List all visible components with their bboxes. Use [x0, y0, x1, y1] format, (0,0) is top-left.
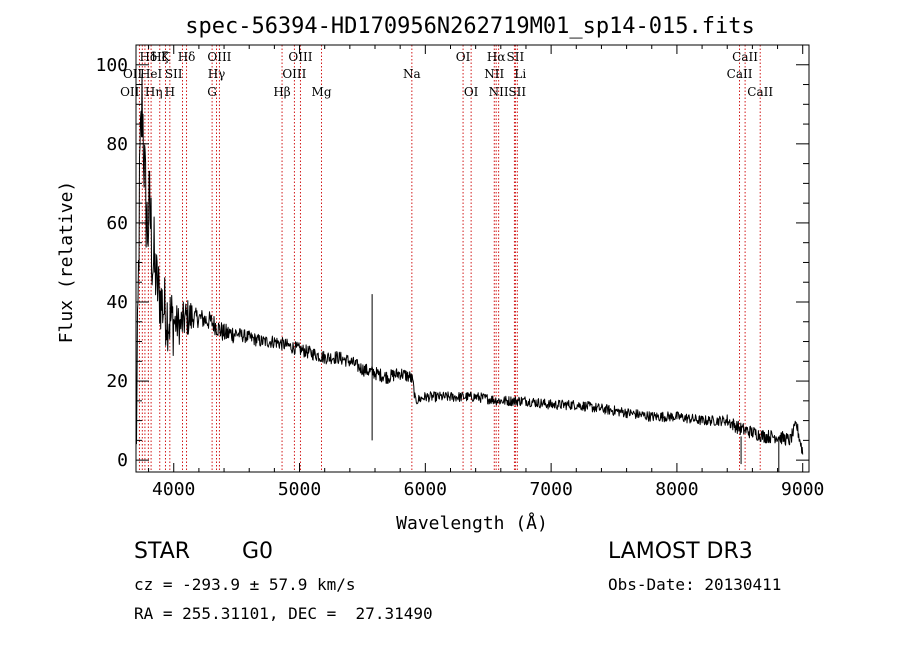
line-marker-label: OII — [123, 67, 143, 81]
y-tick-label: 20 — [106, 371, 128, 392]
spectrum-line — [135, 73, 804, 455]
line-marker-label: HeI — [140, 67, 163, 81]
plot-frame — [135, 44, 810, 473]
line-marker-label: CaII — [727, 67, 753, 81]
line-marker-label: SII — [165, 67, 183, 81]
line-marker-label: NII — [484, 67, 504, 81]
coordinates: RA = 255.31101, DEC = 27.31490 — [134, 604, 433, 623]
y-tick-label: 40 — [106, 292, 128, 313]
y-tick-label: 80 — [106, 134, 128, 155]
x-axis-ticks: 4000 5000 6000 7000 8000 9000 — [148, 45, 824, 500]
x-tick-label: 5000 — [278, 479, 321, 500]
line-marker-label: H — [165, 85, 175, 99]
x-tick-label: 7000 — [529, 479, 572, 500]
line-marker-label: SII — [508, 85, 526, 99]
line-marker-label: G — [207, 85, 217, 99]
y-tick-label: 100 — [95, 55, 128, 76]
line-marker-label: Hδ — [139, 50, 157, 64]
line-marker-label: Hη — [145, 85, 163, 99]
line-marker-label: Hζ — [151, 50, 168, 64]
spike-features — [371, 294, 780, 472]
line-marker-label: Hγ — [208, 67, 226, 81]
redshift-text: cz = -293.9 ± 57.9 km/s — [134, 575, 356, 594]
x-axis-label: Wavelength (Å) — [396, 512, 548, 534]
x-tick-label: 4000 — [152, 479, 195, 500]
line-marker-label: Hα — [487, 50, 506, 64]
line-marker-label: OI — [464, 85, 479, 99]
line-marker-label: Na — [403, 67, 421, 81]
y-tick-label: 60 — [106, 213, 128, 234]
x-tick-label: 6000 — [404, 479, 447, 500]
line-marker-label: NII — [489, 85, 509, 99]
line-marker-label: OIII — [288, 50, 312, 64]
line-marker-label: OIII — [282, 67, 306, 81]
object-class: STAR — [134, 539, 191, 564]
spectral-line-labels: OIIOIIHηHδHeIHζKHSIIHδGHγOIIIHβOIIIOIIIM… — [120, 50, 773, 99]
line-marker-label: SII — [507, 50, 525, 64]
line-marker-label: K — [161, 50, 171, 64]
line-marker-label: Hβ — [273, 85, 290, 99]
line-marker-label: Li — [514, 67, 526, 81]
line-marker-label: OIII — [207, 50, 231, 64]
chart-title: spec-56394-HD170956N262719M01_sp14-015.f… — [185, 14, 755, 39]
y-axis-label: Flux (relative) — [56, 181, 77, 344]
line-marker-label: Mg — [312, 85, 332, 99]
line-marker-label: CaII — [747, 85, 773, 99]
survey-name: LAMOST DR3 — [608, 539, 753, 564]
line-marker-label: OI — [456, 50, 471, 64]
x-tick-label: 9000 — [781, 479, 824, 500]
x-tick-label: 8000 — [655, 479, 698, 500]
line-marker-label: Hδ — [178, 50, 196, 64]
obs-date: Obs-Date: 20130411 — [608, 575, 782, 594]
spectral-line-markers — [138, 45, 761, 472]
line-marker-label: OII — [120, 85, 140, 99]
y-axis-ticks: 0 20 40 60 80 100 — [95, 55, 809, 471]
line-marker-label: CaII — [732, 50, 758, 64]
y-tick-label: 0 — [117, 450, 128, 471]
subclass: G0 — [242, 539, 274, 564]
